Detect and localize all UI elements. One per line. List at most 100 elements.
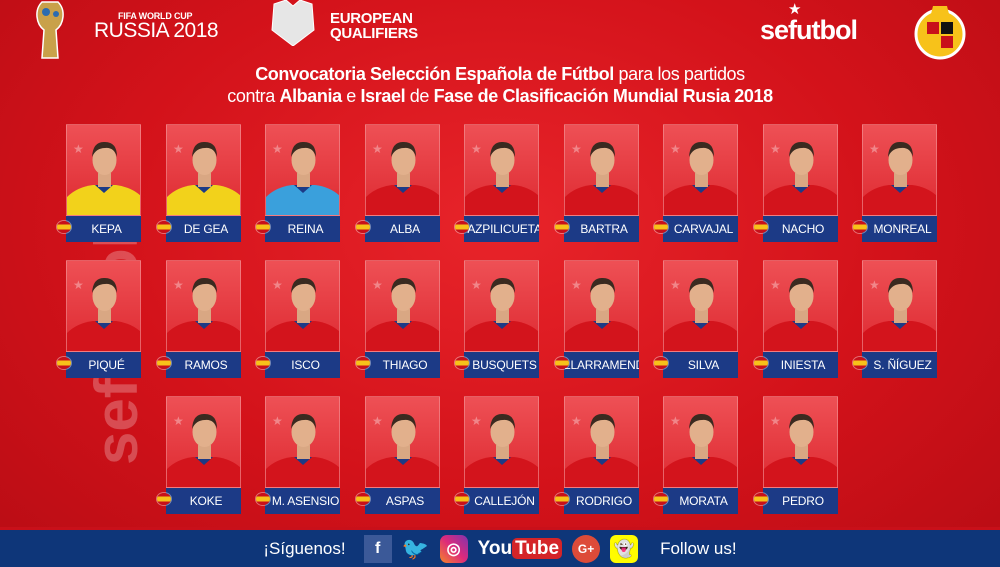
t: e — [341, 86, 361, 106]
player-name: ALBA — [364, 216, 440, 242]
player-photo: ★ — [364, 396, 440, 488]
svg-text:★: ★ — [571, 414, 582, 428]
spain-flag-icon — [355, 357, 370, 369]
spain-flag-icon — [753, 493, 768, 505]
spain-flag-icon — [156, 493, 171, 505]
svg-text:★: ★ — [670, 142, 681, 156]
svg-text:★: ★ — [372, 142, 383, 156]
player-card: ★ S. ÑÍGUEZ — [853, 260, 937, 378]
european-qualifiers-logo — [271, 0, 315, 46]
spain-flag-icon — [355, 221, 370, 233]
rfef-crest-logo — [914, 6, 966, 60]
spain-flag-icon — [753, 221, 768, 233]
title-line-2: contra Albania e Israel de Fase de Clasi… — [0, 86, 1000, 107]
player-name: RAMOS — [165, 352, 241, 378]
svg-text:★: ★ — [73, 142, 84, 156]
t: Albania — [279, 86, 342, 106]
wc-big-text: RUSSIA 2018 — [94, 19, 219, 42]
player-name: THIAGO — [364, 352, 440, 378]
youtube-icon[interactable]: You Tube — [478, 537, 563, 560]
player-photo: ★ — [663, 260, 738, 352]
spain-flag-icon — [156, 357, 171, 369]
player-name: S. ÑÍGUEZ — [862, 352, 937, 378]
player-card: ★ BUSQUETS — [455, 260, 539, 378]
t: de — [405, 86, 434, 106]
player-photo: ★ — [663, 396, 738, 488]
player-name: PIQUÉ — [66, 352, 141, 378]
yt-tube: Tube — [512, 537, 563, 559]
player-name: KOKE — [165, 488, 241, 514]
player-card: ★ BARTRA — [554, 124, 639, 242]
svg-text:★: ★ — [372, 278, 383, 292]
svg-text:★: ★ — [173, 414, 184, 428]
facebook-icon[interactable]: f — [363, 534, 392, 563]
player-name: PEDRO — [762, 488, 838, 514]
player-photo: ★ — [862, 260, 937, 352]
google-plus-icon[interactable]: G+ — [572, 534, 601, 563]
player-photo: ★ — [464, 396, 539, 488]
snapchat-icon[interactable]: 👻 — [610, 534, 639, 563]
player-photo: ★ — [364, 124, 440, 216]
spain-flag-icon — [256, 493, 270, 505]
spain-flag-icon — [753, 357, 768, 369]
spain-flag-icon — [455, 221, 469, 233]
player-name: CARVAJAL — [663, 216, 738, 242]
svg-text:★: ★ — [173, 278, 184, 292]
spain-flag-icon — [57, 221, 71, 233]
player-name: NACHO — [762, 216, 838, 242]
player-card: ★ KEPA — [57, 124, 141, 242]
player-name: MONREAL — [862, 216, 937, 242]
spain-flag-icon — [455, 493, 469, 505]
svg-text:★: ★ — [770, 414, 781, 428]
player-card: ★ PEDRO — [753, 396, 838, 514]
player-card: ★ CALLEJÓN — [455, 396, 539, 514]
follow-text-es: ¡Síguenos! — [263, 538, 346, 558]
player-card: ★ MORATA — [654, 396, 738, 514]
player-photo: ★ — [663, 124, 738, 216]
player-photo: ★ — [464, 124, 539, 216]
player-name: SILVA — [663, 352, 738, 378]
svg-text:★: ★ — [471, 142, 482, 156]
instagram-icon[interactable]: ◎ — [439, 534, 468, 563]
spain-flag-icon — [554, 493, 569, 505]
player-card: ★ RAMOS — [156, 260, 241, 378]
svg-text:★: ★ — [571, 278, 582, 292]
title-regular: para los partidos — [613, 64, 745, 84]
player-photo: ★ — [165, 396, 241, 488]
spain-flag-icon — [853, 221, 867, 233]
player-card: ★ ALBA — [355, 124, 440, 242]
player-photo: ★ — [563, 396, 639, 488]
player-name: KEPA — [66, 216, 141, 242]
player-card: ★ KOKE — [156, 396, 241, 514]
player-card: ★ AZPILICUETA — [455, 124, 539, 242]
wc-small-text: FIFA WORLD CUP — [118, 11, 193, 21]
eq-line1: EUROPEAN — [330, 10, 413, 27]
svg-text:★: ★ — [770, 278, 781, 292]
player-name: DE GEA — [165, 216, 241, 242]
player-name: REINA — [265, 216, 340, 242]
t: Israel — [360, 86, 406, 106]
spain-flag-icon — [554, 221, 569, 233]
spain-flag-icon — [654, 357, 668, 369]
svg-text:★: ★ — [869, 142, 880, 156]
player-card: ★ MONREAL — [853, 124, 937, 242]
spain-flag-icon — [554, 357, 569, 369]
svg-text:★: ★ — [471, 278, 482, 292]
player-photo: ★ — [364, 260, 440, 352]
t: contra — [227, 86, 280, 106]
player-name: AZPILICUETA — [464, 216, 539, 242]
player-card: ★ REINA — [256, 124, 340, 242]
player-card: ★ RODRIGO — [554, 396, 639, 514]
spain-flag-icon — [654, 221, 668, 233]
svg-text:★: ★ — [571, 142, 582, 156]
svg-text:★: ★ — [869, 278, 880, 292]
t: Fase de Clasificación Mundial Rusia 2018 — [433, 86, 774, 106]
twitter-icon[interactable]: 🐦 — [401, 535, 430, 561]
player-name: MORATA — [663, 488, 738, 514]
player-name: INIESTA — [762, 352, 838, 378]
player-photo: ★ — [862, 124, 937, 216]
player-photo: ★ — [66, 124, 141, 216]
player-name: ILLARRAMENDI — [563, 352, 639, 378]
player-photo: ★ — [563, 124, 639, 216]
player-card: ★ ASPAS — [355, 396, 440, 514]
